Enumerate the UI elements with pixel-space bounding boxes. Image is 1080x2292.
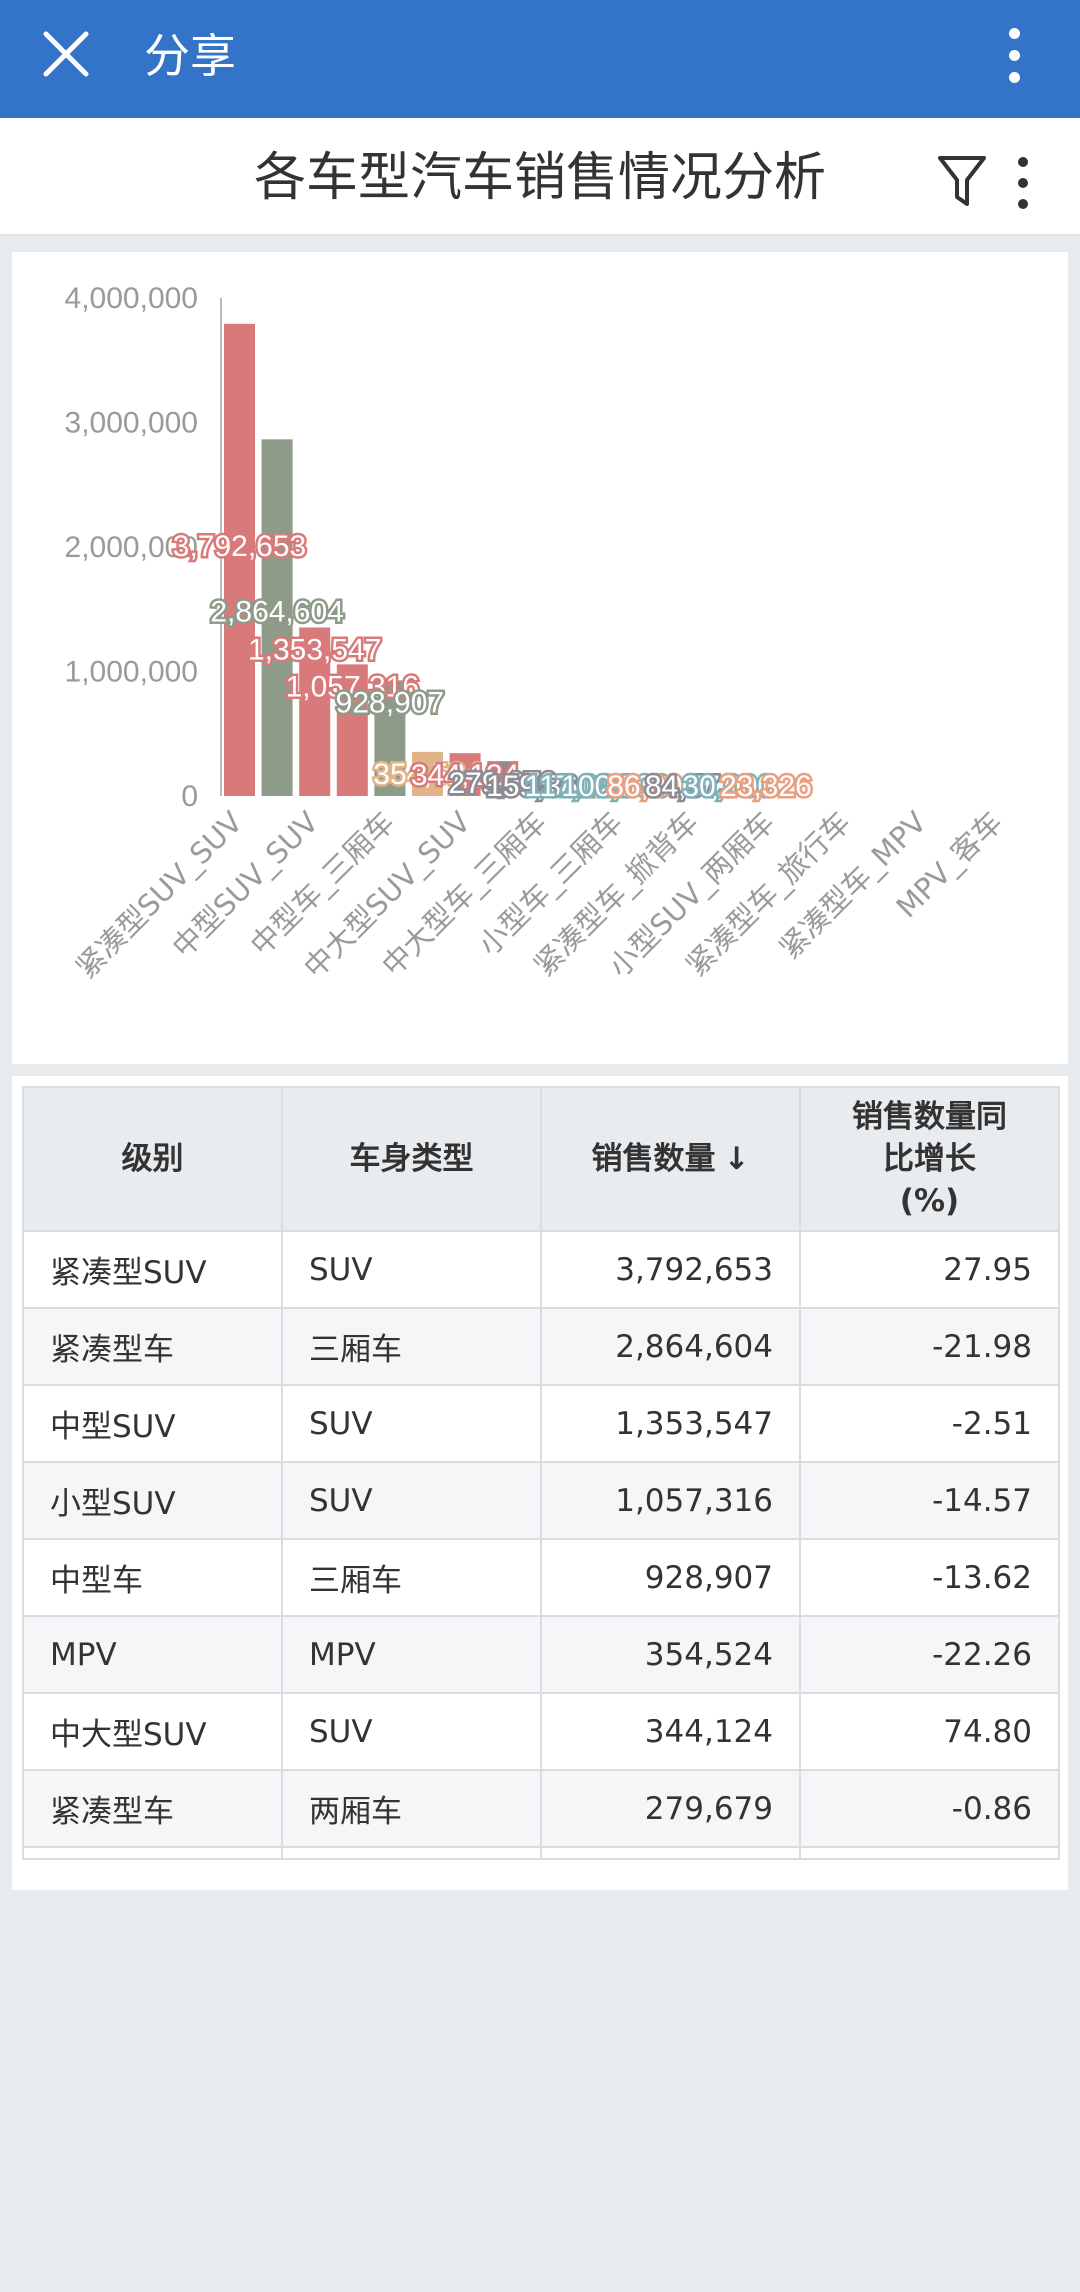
header-sales-label: 销售数量 xyxy=(591,1141,716,1177)
bar xyxy=(224,323,255,796)
bar xyxy=(600,783,631,796)
data-table-card: 级别 车身类型 销售数量 ↓ 销售数量同 比增长 (%) 紧凑型SUV SUV 3,7… xyxy=(12,1076,1068,1890)
data-label: 344,124 xyxy=(411,759,519,792)
table-row[interactable]: 紧凑型车 三厢车 2,864,604 -21.98 xyxy=(22,1307,1060,1386)
table-header-row: 级别 车身类型 销售数量 ↓ 销售数量同 比增长 (%) xyxy=(22,1086,1060,1232)
cell-growth: -14.57 xyxy=(799,1461,1060,1540)
bar xyxy=(750,793,782,796)
cell-growth: -13.62 xyxy=(799,1538,1060,1617)
table-row[interactable]: 中型车 三厢车 928,907 -13.62 xyxy=(22,1538,1060,1617)
cell-growth: -2.51 xyxy=(799,1384,1060,1463)
chart-svg: 4,000,000 3,000,000 2,000,000 1,000,000 0 3,7… xyxy=(65,282,1009,985)
header-body-type[interactable]: 车身类型 xyxy=(281,1086,542,1232)
cell-body: SUV xyxy=(281,1230,542,1309)
cell-sales: 1,353,547 xyxy=(540,1384,801,1463)
data-label: 100,000 xyxy=(561,770,669,803)
cell-body: SUV xyxy=(281,1384,542,1463)
bar xyxy=(562,781,594,796)
y-tick-label: 2,000,000 xyxy=(65,531,198,564)
report-header: 各车型汽车销售情况分析 xyxy=(0,118,1080,236)
cell-growth: 74.80 xyxy=(799,1692,1060,1771)
app-bar: 分享 xyxy=(0,0,1080,118)
cell-sales: 3,792,653 xyxy=(540,1230,801,1309)
bar xyxy=(637,785,669,796)
cell-growth: -21.98 xyxy=(799,1307,1060,1386)
table-row[interactable]: 中大型SUV SUV 344,124 74.80 xyxy=(22,1692,1060,1771)
page-title: 各车型汽车销售情况分析 xyxy=(253,148,826,208)
header-sales[interactable]: 销售数量 ↓ xyxy=(540,1086,801,1232)
cell-sales: 344,124 xyxy=(540,1692,801,1771)
cell-sales: 1,057,316 xyxy=(540,1461,801,1540)
sales-table: 级别 车身类型 销售数量 ↓ 销售数量同 比增长 (%) 紧凑型SUV SUV 3,7… xyxy=(22,1086,1060,1860)
bar xyxy=(675,785,707,796)
bar xyxy=(261,439,293,796)
cell-level: 紧凑型车 xyxy=(22,1307,283,1386)
cell-growth: -22.26 xyxy=(799,1615,1060,1694)
data-label: 2,864,604 xyxy=(210,595,343,628)
cell-body: MPV xyxy=(281,1615,542,1694)
bar xyxy=(487,761,519,796)
cell-level: 紧凑型车 xyxy=(22,1769,283,1848)
cell-level: 小型SUV xyxy=(22,1461,283,1540)
table-row[interactable]: 小型SUV SUV 1,057,316 -14.57 xyxy=(22,1461,1060,1540)
table-row[interactable]: 紧凑型车 两厢车 279,679 -0.86 xyxy=(22,1769,1060,1848)
data-label: 1,353,547 xyxy=(248,633,381,666)
header-growth[interactable]: 销售数量同 比增长 (%) xyxy=(799,1086,1060,1232)
y-tick-label: 4,000,000 xyxy=(65,282,198,315)
bar xyxy=(712,792,744,796)
cell-sales: 2,864,604 xyxy=(540,1307,801,1386)
cell-growth: -0.86 xyxy=(799,1769,1060,1848)
data-label: 30,000 xyxy=(682,770,774,803)
filter-icon[interactable] xyxy=(936,152,988,210)
bar xyxy=(449,753,481,796)
cell-sales: 928,907 xyxy=(540,1538,801,1617)
data-label: 279,679 xyxy=(448,767,556,800)
close-icon[interactable] xyxy=(38,26,94,82)
y-tick-label: 0 xyxy=(181,780,198,813)
cell-body: 两厢车 xyxy=(281,1769,542,1848)
cell-sales: 354,524 xyxy=(540,1615,801,1694)
table-row[interactable]: 紧凑型SUV SUV 3,792,653 27.95 xyxy=(22,1230,1060,1309)
cell-level: MPV xyxy=(22,1615,283,1694)
data-label: 1,057,316 xyxy=(286,670,419,703)
bar xyxy=(299,627,331,796)
data-label: 84,573 xyxy=(645,770,737,803)
cell-level: 中大型SUV xyxy=(22,1692,283,1771)
y-tick-label: 1,000,000 xyxy=(65,656,198,689)
chart-more-icon[interactable] xyxy=(1008,154,1038,210)
cell-growth: 27.95 xyxy=(799,1230,1060,1309)
bar xyxy=(412,751,443,796)
cell-sales: 279,679 xyxy=(540,1769,801,1848)
cell-body: 三厢车 xyxy=(281,1307,542,1386)
data-label: 86,000 xyxy=(607,770,699,803)
app-bar-title: 分享 xyxy=(144,29,236,83)
data-label: 159,361 xyxy=(486,770,594,803)
data-label: 23,326 xyxy=(720,770,812,803)
data-label: 117,021 xyxy=(525,770,631,803)
bar xyxy=(336,664,368,796)
sort-down-icon: ↓ xyxy=(723,1141,750,1177)
bar xyxy=(524,776,556,796)
header-growth-label: 销售数量同 比增长 (%) xyxy=(852,1099,1007,1219)
y-tick-label: 3,000,000 xyxy=(65,407,198,440)
cell-body: SUV xyxy=(281,1692,542,1771)
table-row-partial xyxy=(22,1846,1060,1860)
cell-level: 中型车 xyxy=(22,1538,283,1617)
data-label: 3,792,653 xyxy=(173,530,306,563)
table-row[interactable]: 中型SUV SUV 1,353,547 -2.51 xyxy=(22,1384,1060,1463)
bar xyxy=(374,680,406,796)
cell-level: 中型SUV xyxy=(22,1384,283,1463)
data-label: 354,524 xyxy=(373,758,481,791)
more-options-icon[interactable] xyxy=(996,22,1032,86)
cell-body: 三厢车 xyxy=(281,1538,542,1617)
cell-body: SUV xyxy=(281,1461,542,1540)
table-row[interactable]: MPV MPV 354,524 -22.26 xyxy=(22,1615,1060,1694)
cell-level: 紧凑型SUV xyxy=(22,1230,283,1309)
header-level[interactable]: 级别 xyxy=(22,1086,283,1232)
data-label: 928,907 xyxy=(336,686,444,719)
bar-chart: 4,000,000 3,000,000 2,000,000 1,000,000 0 3,7… xyxy=(12,252,1068,1064)
